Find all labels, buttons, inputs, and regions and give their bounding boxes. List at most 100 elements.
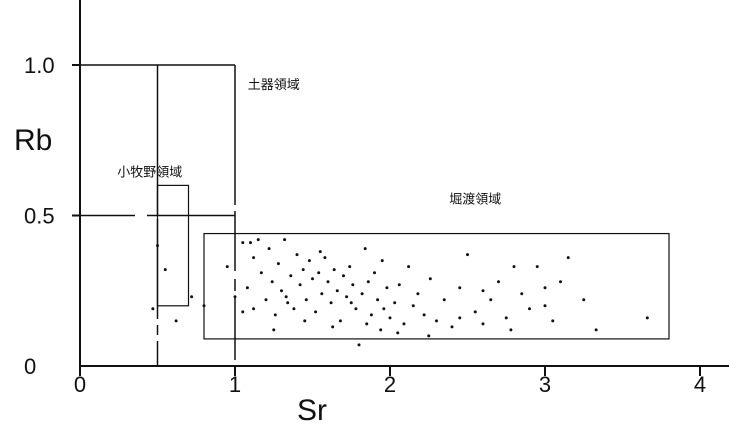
region-hanado-label: 堀渡領域 <box>449 191 501 207</box>
data-point <box>307 259 311 263</box>
data-point <box>365 322 369 326</box>
region-komakino-box <box>156 184 190 307</box>
data-point <box>435 319 438 323</box>
data-point <box>566 256 570 260</box>
data-point <box>512 265 516 269</box>
region-doki-label: 土器領域 <box>248 77 300 93</box>
data-point <box>369 313 373 317</box>
data-point <box>535 265 539 269</box>
data-point <box>335 289 339 293</box>
region-komakino-label: 小牧野領域 <box>117 164 182 180</box>
data-point <box>272 328 276 332</box>
y-tick-label: 0.5 <box>24 204 55 229</box>
data-point <box>397 283 401 287</box>
y-axis-title: Rb <box>14 124 52 157</box>
data-point <box>345 295 349 299</box>
data-point <box>442 298 446 302</box>
data-point <box>331 325 335 329</box>
data-point <box>301 268 305 272</box>
data-point <box>156 244 159 248</box>
x-tick-label: 2 <box>384 372 396 397</box>
data-point <box>402 322 406 326</box>
data-point <box>551 319 555 323</box>
data-point <box>151 307 155 311</box>
data-point <box>298 283 302 287</box>
x-axis-title: Sr <box>297 394 327 426</box>
data-point <box>351 283 355 287</box>
data-point <box>225 265 229 269</box>
data-point <box>311 277 314 281</box>
data-point <box>283 238 287 242</box>
data-point <box>373 271 376 275</box>
data-point <box>422 313 426 317</box>
data-point <box>320 292 324 296</box>
data-point <box>450 325 454 329</box>
data-point <box>252 307 256 311</box>
data-point <box>407 265 411 269</box>
data-point <box>366 280 370 284</box>
data-point <box>509 328 513 332</box>
data-point <box>393 301 397 305</box>
data-point <box>280 289 283 293</box>
data-point <box>241 310 245 314</box>
data-point <box>202 304 206 308</box>
x-tick-label: 4 <box>694 372 706 397</box>
data-point <box>458 316 462 320</box>
data-point <box>348 265 352 269</box>
x-tick-label: 1 <box>229 372 241 397</box>
region-hanado: 堀渡領域 <box>203 191 670 340</box>
data-point <box>354 307 358 311</box>
region-komakino: 小牧野領域 <box>117 164 190 307</box>
data-point <box>174 319 178 323</box>
data-point <box>256 238 260 242</box>
data-point <box>428 277 432 281</box>
data-point <box>357 343 361 347</box>
data-point <box>489 298 493 302</box>
data-point <box>233 295 237 299</box>
data-point <box>267 247 271 251</box>
data-point <box>559 280 562 284</box>
data-point <box>286 301 290 305</box>
data-point <box>363 247 367 251</box>
data-point <box>314 310 318 314</box>
data-point <box>323 256 327 260</box>
data-point <box>360 292 364 296</box>
data-point <box>427 334 431 338</box>
data-point <box>318 250 322 254</box>
data-point <box>473 310 477 314</box>
y-tick-label: 0 <box>24 354 36 379</box>
data-point <box>594 328 598 332</box>
data-point <box>338 319 342 323</box>
data-point <box>497 280 500 284</box>
data-point <box>295 253 299 257</box>
data-point <box>332 268 336 272</box>
data-point <box>385 286 389 290</box>
data-point <box>264 298 268 302</box>
data-point <box>388 316 392 320</box>
data-point <box>292 307 296 311</box>
data-point <box>241 241 245 245</box>
data-point <box>289 274 293 278</box>
points-layer <box>151 238 649 347</box>
data-point <box>273 313 277 317</box>
data-point <box>416 292 420 296</box>
region-hanado-box <box>203 232 670 340</box>
data-point <box>303 319 307 323</box>
data-point <box>380 259 384 263</box>
data-point <box>284 295 288 299</box>
data-point <box>466 253 469 257</box>
x-tick-label: 0 <box>74 372 86 397</box>
data-point <box>582 298 586 302</box>
data-point <box>249 241 252 245</box>
data-point <box>504 316 508 320</box>
data-point <box>645 316 649 320</box>
data-point <box>520 292 524 296</box>
data-point <box>382 307 386 311</box>
y-tick-label: 1.0 <box>24 53 55 78</box>
data-point <box>342 274 345 278</box>
data-point <box>245 286 249 290</box>
data-point <box>411 304 415 308</box>
data-point <box>543 304 547 308</box>
